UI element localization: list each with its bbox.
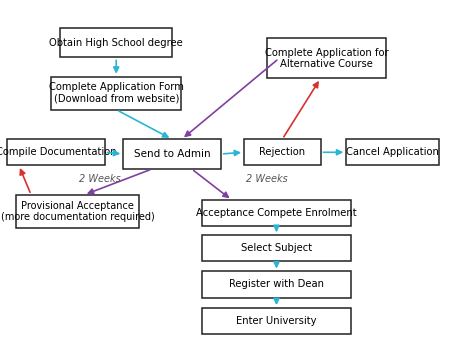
Text: Complete Application for
Alternative Course: Complete Application for Alternative Cou…	[264, 48, 388, 69]
Text: 2 Weeks: 2 Weeks	[79, 174, 121, 184]
Text: Cancel Application: Cancel Application	[346, 147, 439, 157]
Text: Select Subject: Select Subject	[241, 243, 312, 253]
Text: Obtain High School degree: Obtain High School degree	[49, 38, 183, 48]
FancyBboxPatch shape	[346, 139, 439, 165]
Text: Rejection: Rejection	[259, 147, 305, 157]
Text: 2 Weeks: 2 Weeks	[246, 174, 288, 184]
FancyBboxPatch shape	[244, 139, 320, 165]
FancyBboxPatch shape	[51, 77, 181, 110]
Text: Complete Application Form
(Download from website): Complete Application Form (Download from…	[49, 82, 183, 104]
FancyBboxPatch shape	[7, 139, 105, 165]
FancyBboxPatch shape	[267, 38, 386, 78]
Text: Provisional Acceptance
(more documentation required): Provisional Acceptance (more documentati…	[1, 201, 155, 222]
FancyBboxPatch shape	[202, 200, 351, 226]
Text: Register with Dean: Register with Dean	[229, 279, 324, 289]
Text: Enter University: Enter University	[236, 316, 317, 326]
Text: Compile Documentation: Compile Documentation	[0, 147, 116, 157]
FancyBboxPatch shape	[61, 28, 172, 58]
FancyBboxPatch shape	[202, 272, 351, 297]
FancyBboxPatch shape	[123, 139, 221, 169]
FancyBboxPatch shape	[16, 195, 139, 228]
FancyBboxPatch shape	[202, 235, 351, 261]
Text: Acceptance Compete Enrolment: Acceptance Compete Enrolment	[196, 208, 357, 218]
FancyBboxPatch shape	[202, 308, 351, 334]
Text: Send to Admin: Send to Admin	[134, 149, 210, 159]
